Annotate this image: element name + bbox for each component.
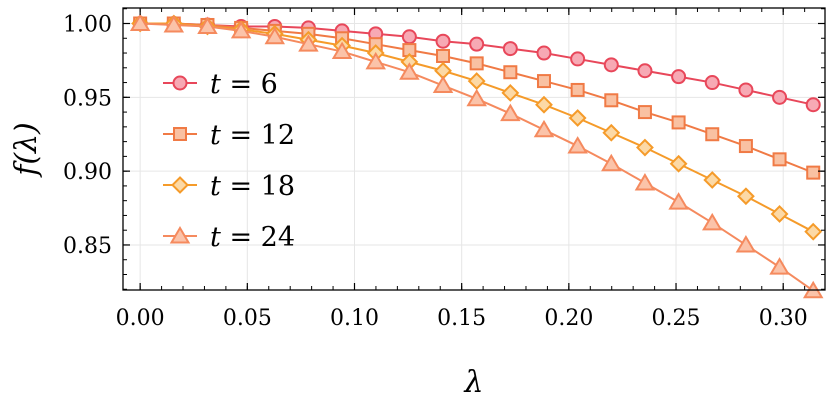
x-tick-label: 0.15 bbox=[437, 306, 486, 331]
x-tick-label: 0.00 bbox=[116, 306, 165, 331]
data-point bbox=[467, 72, 486, 90]
data-point bbox=[399, 62, 420, 80]
data-point bbox=[401, 29, 417, 45]
data-point bbox=[736, 187, 755, 206]
x-tick-label: 0.20 bbox=[544, 306, 593, 331]
data-point bbox=[604, 93, 619, 108]
y-axis-title: f(λ) bbox=[9, 122, 44, 178]
legend-label-var: t bbox=[210, 171, 221, 202]
data-point bbox=[668, 192, 689, 210]
legend-label: t = 6 bbox=[210, 69, 278, 100]
data-point bbox=[705, 127, 720, 142]
data-point bbox=[669, 154, 688, 173]
legend-marker bbox=[169, 226, 191, 244]
x-tick-label: 0.10 bbox=[330, 306, 379, 331]
data-point bbox=[536, 45, 552, 61]
data-point bbox=[735, 234, 757, 253]
data-point bbox=[129, 13, 151, 32]
data-point bbox=[503, 65, 518, 80]
data-point bbox=[432, 75, 454, 94]
data-point bbox=[738, 82, 754, 98]
x-axis-title: λ bbox=[463, 365, 483, 400]
legend-marker bbox=[173, 127, 187, 141]
data-point bbox=[533, 119, 555, 138]
data-point bbox=[536, 74, 551, 89]
data-point bbox=[671, 115, 686, 130]
legend-label-rest: = 18 bbox=[221, 171, 295, 202]
data-point bbox=[501, 83, 520, 102]
series-layer bbox=[129, 13, 824, 299]
data-point bbox=[601, 153, 622, 172]
data-point bbox=[500, 103, 521, 122]
data-point bbox=[704, 75, 720, 91]
data-point bbox=[163, 15, 185, 33]
legend: t = 6t = 12t = 18t = 24 bbox=[163, 69, 295, 253]
data-point bbox=[772, 152, 787, 167]
x-tick-label: 0.05 bbox=[223, 306, 272, 331]
data-point bbox=[637, 105, 652, 120]
data-point bbox=[365, 51, 386, 70]
data-point bbox=[702, 212, 723, 231]
data-point bbox=[436, 48, 451, 63]
data-point bbox=[570, 82, 585, 97]
data-point bbox=[469, 36, 485, 52]
data-point bbox=[804, 222, 823, 241]
data-point bbox=[770, 205, 789, 223]
axis-ticks: 0.00 0.05 0.10 0.15 0.20 0.25 0.30 0.85 0.90 0.95… bbox=[63, 8, 825, 331]
data-point bbox=[230, 20, 252, 39]
legend-entry: t = 18 bbox=[163, 171, 295, 202]
data-point bbox=[772, 89, 788, 105]
data-point bbox=[570, 51, 586, 67]
data-point bbox=[634, 172, 656, 191]
legend-label-rest: = 24 bbox=[221, 222, 295, 253]
data-point bbox=[466, 88, 487, 107]
data-point bbox=[602, 123, 621, 142]
data-point bbox=[469, 56, 484, 71]
series-4 bbox=[129, 13, 824, 299]
data-point bbox=[671, 69, 687, 85]
legend-label: t = 24 bbox=[210, 222, 295, 253]
legend-entry: t = 6 bbox=[163, 69, 278, 100]
data-point bbox=[568, 109, 587, 127]
legend-label-rest: = 6 bbox=[221, 69, 278, 100]
legend-entry: t = 12 bbox=[163, 120, 295, 151]
data-point bbox=[435, 33, 451, 49]
legend-label-var: t bbox=[210, 69, 221, 100]
y-tick-label: 1.00 bbox=[63, 13, 112, 38]
y-tick-label: 0.90 bbox=[63, 160, 112, 185]
legend-entry: t = 24 bbox=[163, 222, 295, 253]
legend-label-rest: = 12 bbox=[221, 120, 295, 151]
y-tick-label: 0.95 bbox=[63, 86, 112, 111]
legend-marker bbox=[172, 75, 188, 91]
data-point bbox=[502, 41, 518, 57]
legend-label-var: t bbox=[210, 120, 221, 151]
data-point bbox=[264, 26, 286, 45]
data-point bbox=[603, 57, 619, 73]
legend-label-var: t bbox=[210, 222, 221, 253]
legend-marker bbox=[171, 176, 189, 194]
legend-label: t = 12 bbox=[210, 120, 295, 151]
data-point bbox=[636, 138, 654, 157]
x-tick-label: 0.30 bbox=[759, 306, 808, 331]
data-point bbox=[769, 257, 790, 275]
y-tick-label: 0.85 bbox=[63, 234, 112, 259]
data-point bbox=[331, 41, 353, 60]
data-point bbox=[738, 139, 753, 154]
data-point bbox=[806, 165, 821, 180]
plot-frame bbox=[122, 7, 826, 291]
data-point bbox=[703, 171, 722, 189]
x-tick-label: 0.25 bbox=[652, 306, 701, 331]
data-point bbox=[535, 95, 553, 114]
data-point bbox=[567, 136, 588, 154]
data-point bbox=[298, 34, 319, 52]
data-point bbox=[805, 97, 821, 113]
legend-label: t = 18 bbox=[210, 171, 295, 202]
data-point bbox=[637, 63, 653, 79]
data-point bbox=[197, 16, 218, 34]
